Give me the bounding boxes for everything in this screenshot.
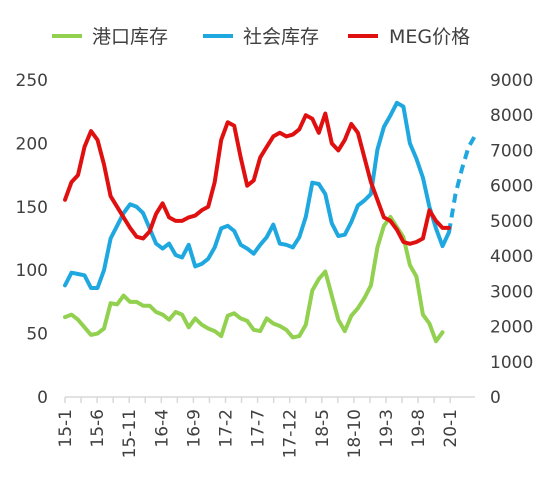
- y-left-tick-label: 50: [26, 325, 48, 345]
- y-left-tick-label: 0: [37, 388, 48, 408]
- y-right-axis: 0 1000 2000 3000 4000 5000 6000 7000 8000 9000: [490, 71, 533, 408]
- x-tick-label: 15-6: [88, 409, 108, 448]
- x-tick-label: 17-2: [217, 409, 237, 448]
- legend-label-1: 社会库存: [243, 26, 319, 48]
- x-tick-label: 16-9: [184, 409, 204, 448]
- y-left-tick-label: 150: [16, 198, 48, 218]
- x-tick-label: 17-12: [281, 409, 301, 458]
- y-right-tick-label: 7000: [490, 141, 533, 161]
- y-right-tick-label: 1000: [490, 353, 533, 373]
- series-projection-1: [447, 134, 477, 233]
- x-tick-label: 18-5: [313, 409, 333, 448]
- x-tick-label: 19-3: [377, 409, 397, 448]
- x-tick-label: 18-10: [345, 409, 365, 458]
- y-right-tick-label: 9000: [490, 71, 533, 91]
- x-tick-label: 16-4: [152, 409, 172, 448]
- y-right-tick-label: 3000: [490, 282, 533, 302]
- x-tick-label: 20-1: [441, 409, 461, 448]
- y-left-tick-label: 200: [16, 134, 48, 154]
- y-right-tick-label: 5000: [490, 212, 533, 232]
- x-tick-label: 19-8: [409, 409, 429, 448]
- y-right-tick-label: 6000: [490, 177, 533, 197]
- legend-label-2: MEG价格: [389, 26, 470, 48]
- series-line-0: [63, 214, 445, 344]
- series-line-2: [63, 111, 451, 246]
- y-right-tick-label: 4000: [490, 247, 533, 267]
- legend: 港口库存 社会库存 MEG价格: [52, 26, 470, 48]
- legend-label-0: 港口库存: [92, 26, 168, 48]
- series-line-1: [63, 100, 451, 290]
- y-left-axis: 0 50 100 150 200 250: [16, 71, 48, 408]
- series-layer: [63, 100, 477, 344]
- x-tick-label: 17-7: [249, 409, 269, 448]
- y-left-tick-label: 100: [16, 261, 48, 281]
- y-right-tick-label: 2000: [490, 318, 533, 338]
- x-tick-label: 15-11: [120, 409, 140, 458]
- y-left-tick-label: 250: [16, 71, 48, 91]
- x-axis: 15-1 15-6 15-11 16-4 16-9 17-2 17-7 17-12 18-5 18…: [56, 396, 475, 458]
- y-right-tick-label: 8000: [490, 106, 533, 126]
- y-right-tick-label: 0: [490, 388, 501, 408]
- x-tick-label: 15-1: [56, 409, 76, 448]
